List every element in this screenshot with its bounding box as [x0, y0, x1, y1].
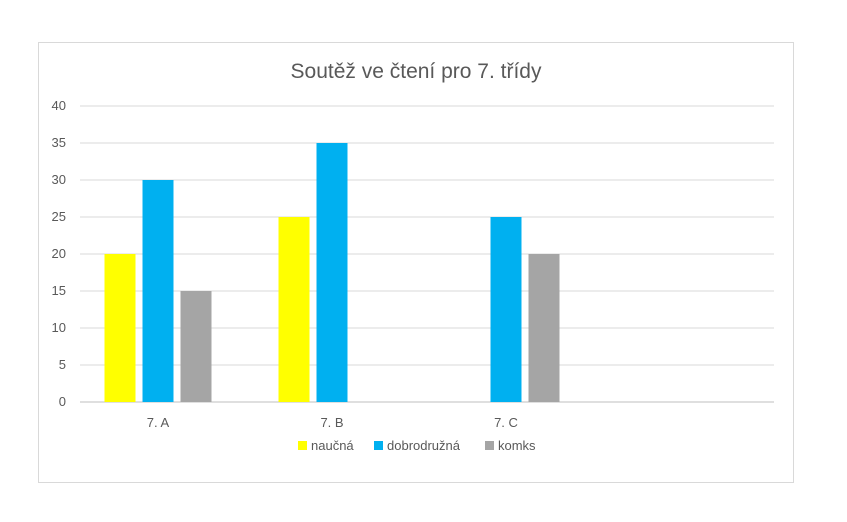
- y-tick-label: 30: [52, 172, 66, 187]
- bar-dobrodružná-7C: [490, 217, 522, 402]
- bar-komks-7A: [180, 291, 212, 402]
- x-tick-label: 7. A: [147, 415, 170, 430]
- y-tick-label: 0: [59, 394, 66, 409]
- y-tick-label: 25: [52, 209, 66, 224]
- legend-label: naučná: [311, 438, 354, 453]
- legend-label: dobrodružná: [387, 438, 461, 453]
- legend: naučná dobrodružná komks: [298, 438, 536, 453]
- legend-swatch: [374, 441, 383, 450]
- y-tick-label: 20: [52, 246, 66, 261]
- legend-swatch: [298, 441, 307, 450]
- y-axis-ticks: 0 5 10 15 20 25 30 35 40: [52, 98, 66, 409]
- bar-dobrodružná-7A: [142, 180, 174, 402]
- bar-naučná-7A: [104, 254, 136, 402]
- bars: [104, 143, 560, 402]
- chart-title: Soutěž ve čtení pro 7. třídy: [291, 60, 542, 83]
- y-tick-label: 40: [52, 98, 66, 113]
- x-axis-ticks: 7. A 7. B 7. C: [147, 415, 518, 430]
- y-tick-label: 15: [52, 283, 66, 298]
- y-tick-label: 5: [59, 357, 66, 372]
- y-tick-label: 35: [52, 135, 66, 150]
- x-tick-label: 7. C: [494, 415, 518, 430]
- y-tick-label: 10: [52, 320, 66, 335]
- bar-naučná-7B: [278, 217, 310, 402]
- bar-komks-7C: [528, 254, 560, 402]
- legend-swatch: [485, 441, 494, 450]
- bar-dobrodružná-7B: [316, 143, 348, 402]
- x-tick-label: 7. B: [320, 415, 343, 430]
- legend-label: komks: [498, 438, 536, 453]
